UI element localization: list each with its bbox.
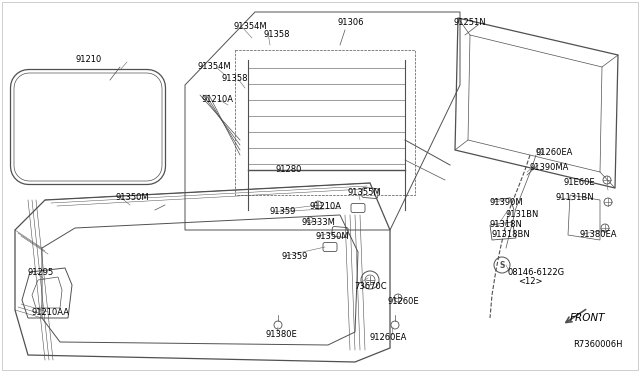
Text: 91295: 91295 [28, 268, 54, 277]
Text: 08146-6122G: 08146-6122G [508, 268, 565, 277]
Text: 91354M: 91354M [198, 62, 232, 71]
Text: FRONT: FRONT [570, 313, 605, 323]
Text: 91350M: 91350M [115, 193, 148, 202]
Text: <12>: <12> [518, 277, 543, 286]
Text: 91355M: 91355M [347, 188, 381, 197]
Text: 91131BN: 91131BN [555, 193, 594, 202]
Text: 91251N: 91251N [453, 18, 486, 27]
Text: 91E60E: 91E60E [563, 178, 595, 187]
Text: 91318BN: 91318BN [492, 230, 531, 239]
Text: 91280: 91280 [275, 165, 301, 174]
Text: 91210AA: 91210AA [32, 308, 70, 317]
Text: 91380E: 91380E [265, 330, 297, 339]
Text: R7360006H: R7360006H [573, 340, 623, 349]
Text: 91359: 91359 [270, 207, 296, 216]
Text: S: S [499, 260, 505, 269]
Text: 91350M: 91350M [315, 232, 349, 241]
Text: 91380EA: 91380EA [580, 230, 618, 239]
Text: 91358: 91358 [222, 74, 248, 83]
Text: 91210A: 91210A [202, 95, 234, 104]
Text: 91318N: 91318N [490, 220, 523, 229]
Text: 91210A: 91210A [310, 202, 342, 211]
Text: 91260EA: 91260EA [536, 148, 573, 157]
Text: 91260EA: 91260EA [370, 333, 408, 342]
Text: 91390M: 91390M [490, 198, 524, 207]
Text: 91260E: 91260E [388, 297, 420, 306]
Text: 91358: 91358 [263, 30, 289, 39]
Text: 91210: 91210 [75, 55, 101, 64]
Text: 9131BN: 9131BN [505, 210, 538, 219]
Text: 91306: 91306 [337, 18, 364, 27]
Text: 91333M: 91333M [302, 218, 336, 227]
Text: 91359: 91359 [282, 252, 308, 261]
Text: 91354M: 91354M [233, 22, 267, 31]
Text: 91390MA: 91390MA [530, 163, 570, 172]
Text: 73670C: 73670C [354, 282, 387, 291]
